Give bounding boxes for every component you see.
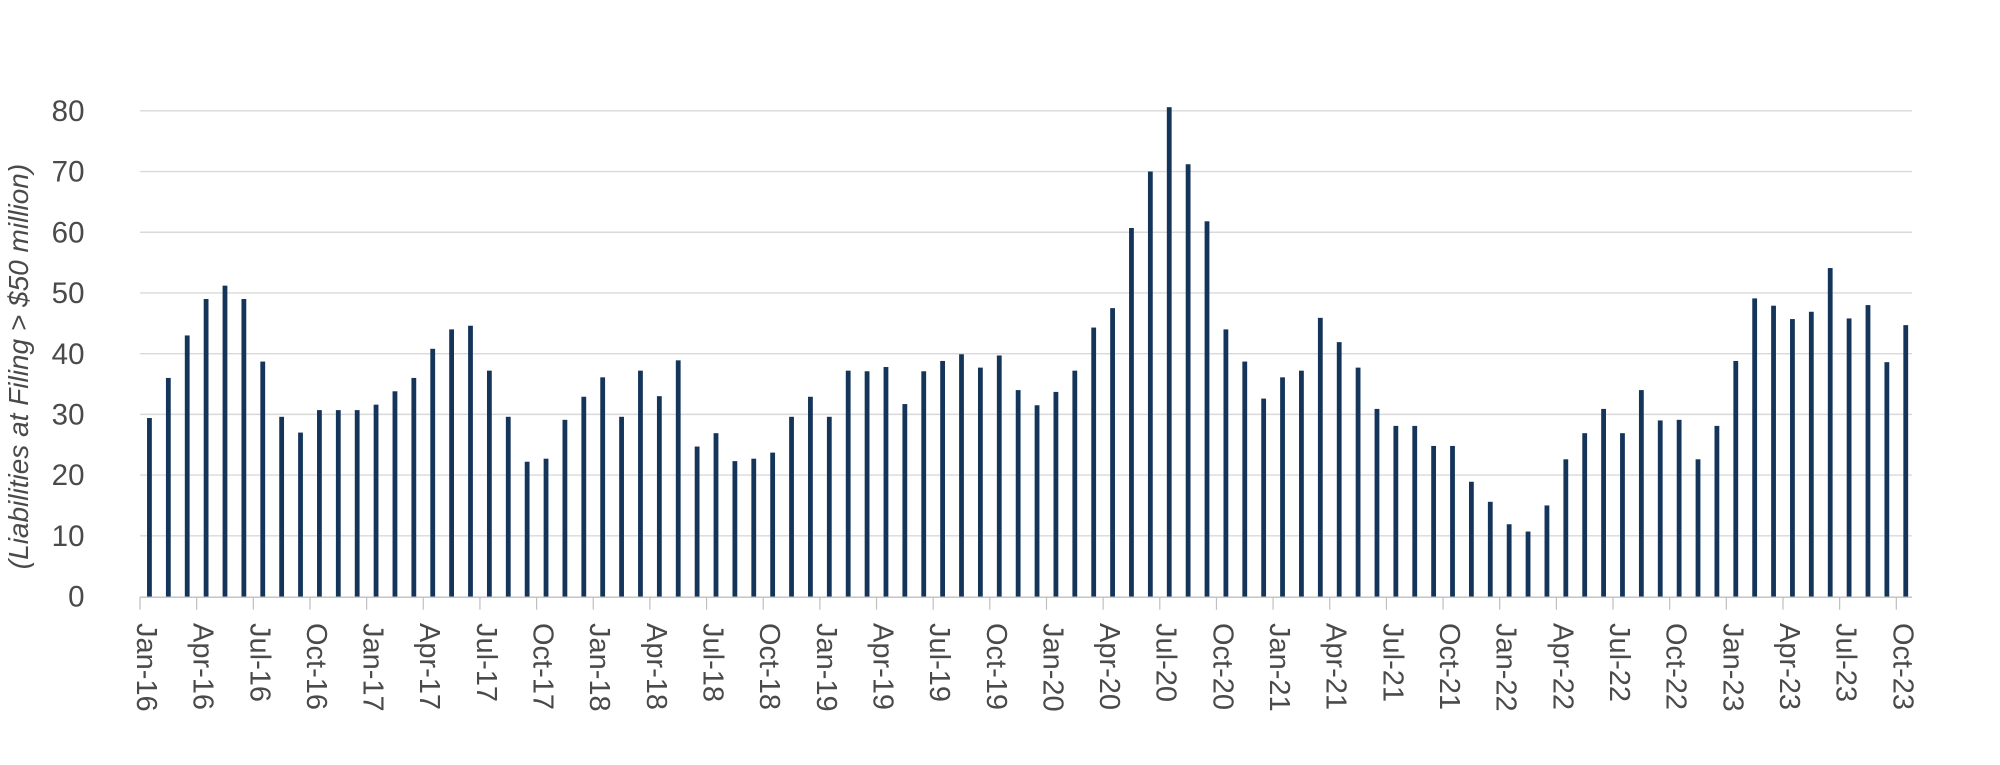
svg-text:Jan-17: Jan-17 [357,623,389,712]
svg-text:Apr-21: Apr-21 [1320,623,1352,710]
svg-text:20: 20 [52,459,85,492]
svg-text:Apr-16: Apr-16 [187,623,219,710]
svg-text:Jul-19: Jul-19 [923,623,955,702]
svg-text:Oct-23: Oct-23 [1886,623,1918,710]
svg-text:Jan-23: Jan-23 [1716,623,1748,712]
svg-text:Oct-16: Oct-16 [300,623,332,710]
svg-text:Jan-22: Jan-22 [1490,623,1522,712]
svg-text:70: 70 [52,156,85,189]
svg-text:Jan-21: Jan-21 [1263,623,1295,712]
svg-text:Apr-18: Apr-18 [640,623,672,710]
svg-text:Apr-23: Apr-23 [1773,623,1805,710]
svg-text:60: 60 [52,216,85,249]
svg-text:Apr-20: Apr-20 [1093,623,1125,710]
svg-text:Jul-20: Jul-20 [1150,623,1182,702]
svg-text:Jan-20: Jan-20 [1036,623,1068,712]
svg-text:Oct-22: Oct-22 [1660,623,1692,710]
svg-text:Oct-18: Oct-18 [753,623,785,710]
svg-text:50: 50 [52,277,85,310]
svg-text:Oct-21: Oct-21 [1433,623,1465,710]
svg-text:10: 10 [52,520,85,553]
svg-text:Jan-16: Jan-16 [130,623,162,712]
svg-text:Jul-21: Jul-21 [1376,623,1408,702]
svg-text:Oct-20: Oct-20 [1206,623,1238,710]
svg-text:80: 80 [52,95,85,128]
svg-text:Jul-17: Jul-17 [470,623,502,702]
svg-text:40: 40 [52,338,85,371]
svg-text:Jul-18: Jul-18 [696,623,728,702]
svg-text:Jul-22: Jul-22 [1603,623,1635,702]
svg-text:(Liabilities at Filing > $50 m: (Liabilities at Filing > $50 million) [3,164,34,569]
svg-text:Apr-19: Apr-19 [866,623,898,710]
svg-text:Apr-17: Apr-17 [413,623,445,710]
svg-text:Oct-17: Oct-17 [527,623,559,710]
svg-text:30: 30 [52,398,85,431]
svg-text:Oct-19: Oct-19 [980,623,1012,710]
svg-text:Jan-19: Jan-19 [810,623,842,712]
svg-text:Apr-22: Apr-22 [1546,623,1578,710]
svg-text:Jul-16: Jul-16 [243,623,275,702]
svg-text:0: 0 [68,581,84,614]
svg-text:Jul-23: Jul-23 [1830,623,1862,702]
svg-text:Jan-18: Jan-18 [583,623,615,712]
